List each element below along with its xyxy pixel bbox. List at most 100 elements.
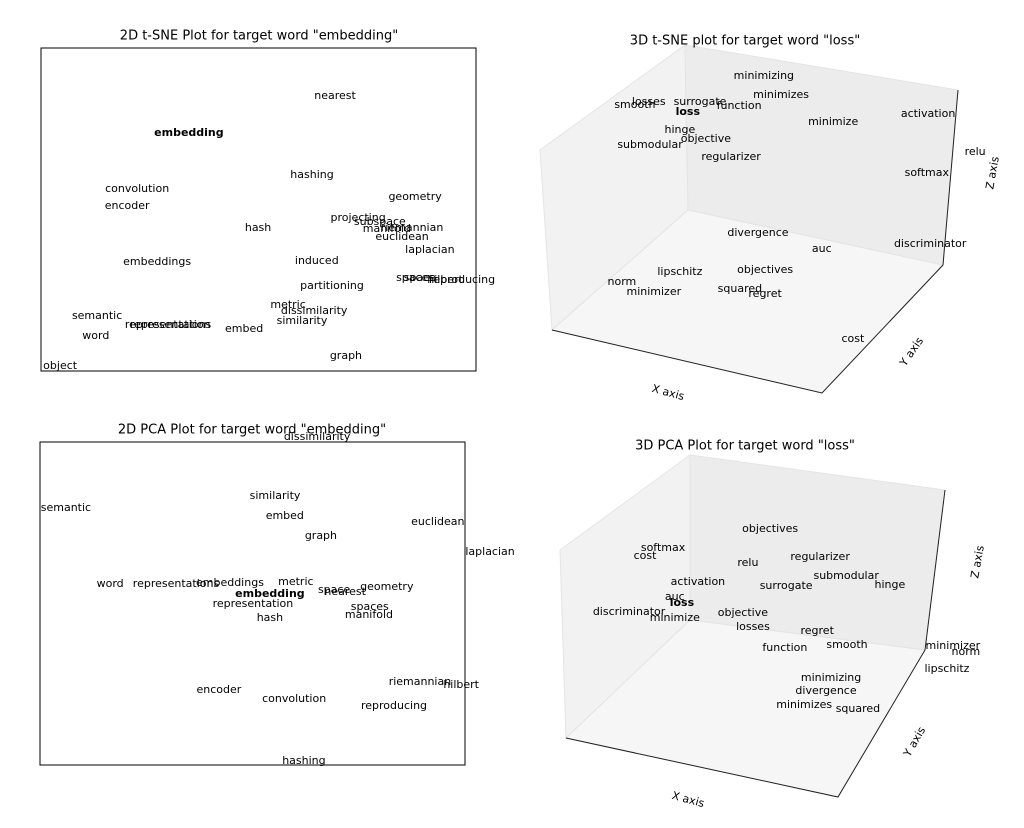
word-label: nearest xyxy=(324,585,366,598)
word-label: squared xyxy=(718,282,762,295)
word-label: relu xyxy=(965,145,986,158)
word-label: dissimilarity xyxy=(281,304,348,317)
word-label: losses xyxy=(632,95,666,108)
axis-label: Z axis xyxy=(968,544,987,579)
word-label: smooth xyxy=(614,98,655,111)
word-label: encoder xyxy=(105,199,150,212)
axis-label: X axis xyxy=(650,382,686,403)
word-label: embeddings xyxy=(123,255,191,268)
word-label: riemannian xyxy=(381,221,444,234)
word-label: representations xyxy=(125,318,212,331)
word-label: minimizes xyxy=(776,698,832,711)
word-label: projecting xyxy=(331,211,386,224)
word-label: surrogate xyxy=(760,579,813,592)
word-label: convolution xyxy=(105,182,169,195)
word-label: losses xyxy=(736,620,770,633)
word-label: word xyxy=(82,329,109,342)
word-label: word xyxy=(97,577,124,590)
word-label: graph xyxy=(305,529,337,542)
word-label: objective xyxy=(681,132,731,145)
word-label: auc xyxy=(665,590,685,603)
word-label: hashing xyxy=(282,754,325,767)
word-label: embed xyxy=(266,509,304,522)
word-label: similarity xyxy=(250,489,301,502)
word-label: minimizes xyxy=(753,88,809,101)
word-label: dissimilarity xyxy=(284,430,351,443)
word-label: similarity xyxy=(277,314,328,327)
word-label: spaces xyxy=(396,271,434,284)
word-label: cost xyxy=(841,332,865,345)
word-label: objectives xyxy=(737,263,793,276)
word-label: representations xyxy=(133,577,220,590)
word-label: activation xyxy=(671,575,726,588)
word-label: regret xyxy=(800,624,834,637)
plot-frame xyxy=(39,441,466,766)
chart-title: 2D t-SNE Plot for target word "embedding… xyxy=(120,29,398,44)
axis-label: Z axis xyxy=(983,155,1002,190)
word-label: riemannian xyxy=(389,675,452,688)
word-label: minimize xyxy=(808,115,858,128)
word-label: objectives xyxy=(742,522,798,535)
word-label: function xyxy=(762,641,807,654)
axis-label: Y axis xyxy=(900,724,928,760)
word-label: norm xyxy=(608,275,637,288)
word-label: geometry xyxy=(360,580,414,593)
word-label: function xyxy=(717,99,762,112)
word-label: object xyxy=(43,359,78,372)
word-label: hash xyxy=(245,221,271,234)
word-label: subspace xyxy=(354,215,406,228)
word-label: manifold xyxy=(363,222,411,235)
word-label: hilbert xyxy=(443,678,479,691)
chart-title: 3D t-SNE plot for target word "loss" xyxy=(630,34,860,49)
word-label: lipschitz xyxy=(657,265,702,278)
word-label: hashing xyxy=(290,168,333,181)
word-label: surrogate xyxy=(674,95,727,108)
word-label: representation xyxy=(213,597,294,610)
word-label: reproducing xyxy=(429,273,495,286)
word-label: euclidean xyxy=(375,230,428,243)
word-label: softmax xyxy=(905,166,950,179)
word-label: submodular xyxy=(813,569,879,582)
plot-frame xyxy=(40,47,477,372)
word-label: space xyxy=(318,583,351,596)
word-label: hinge xyxy=(874,578,905,591)
word-label: minimizing xyxy=(734,69,794,82)
word-label: minimize xyxy=(650,611,700,624)
axis-edges xyxy=(565,489,946,798)
word-label: euclidean xyxy=(411,515,464,528)
word-label: geometry xyxy=(388,190,442,203)
word-label: regularizer xyxy=(701,150,761,163)
chart-title: 3D PCA Plot for target word "loss" xyxy=(635,439,855,454)
word-label: minimizer xyxy=(626,285,681,298)
word-label: reproducing xyxy=(361,699,427,712)
word-label: spaces xyxy=(351,600,389,613)
word-label: embed xyxy=(225,322,263,335)
word-label: semantic xyxy=(41,501,91,514)
word-label: graph xyxy=(330,349,362,362)
word-label: hash xyxy=(257,611,283,624)
word-label: encoder xyxy=(197,683,242,696)
pane-3d-tsne xyxy=(539,44,959,394)
axis-label: X axis xyxy=(670,789,706,810)
word-label: objective xyxy=(718,606,768,619)
word-label: metric xyxy=(278,575,313,588)
chart-title: 2D PCA Plot for target word "embedding" xyxy=(118,423,386,438)
word-label: minimizer xyxy=(926,639,981,652)
word-label: lipschitz xyxy=(924,662,969,675)
word-label: discriminator xyxy=(593,605,666,618)
pane-3d-pca xyxy=(559,454,946,798)
word-label: manifold xyxy=(345,608,393,621)
word-label: hilbert xyxy=(427,273,463,286)
word-label: auc xyxy=(812,242,832,255)
word-label: divergence xyxy=(727,226,788,239)
word-label: regret xyxy=(748,287,782,300)
word-label: divergence xyxy=(795,684,856,697)
highlight-word: embedding xyxy=(154,126,223,139)
word-label: semantic xyxy=(72,309,122,322)
word-label: induced xyxy=(295,254,339,267)
word-label: softmax xyxy=(641,541,686,554)
word-label: space xyxy=(404,271,437,284)
word-label: submodular xyxy=(617,138,683,151)
axis-label: Y axis xyxy=(896,335,926,370)
